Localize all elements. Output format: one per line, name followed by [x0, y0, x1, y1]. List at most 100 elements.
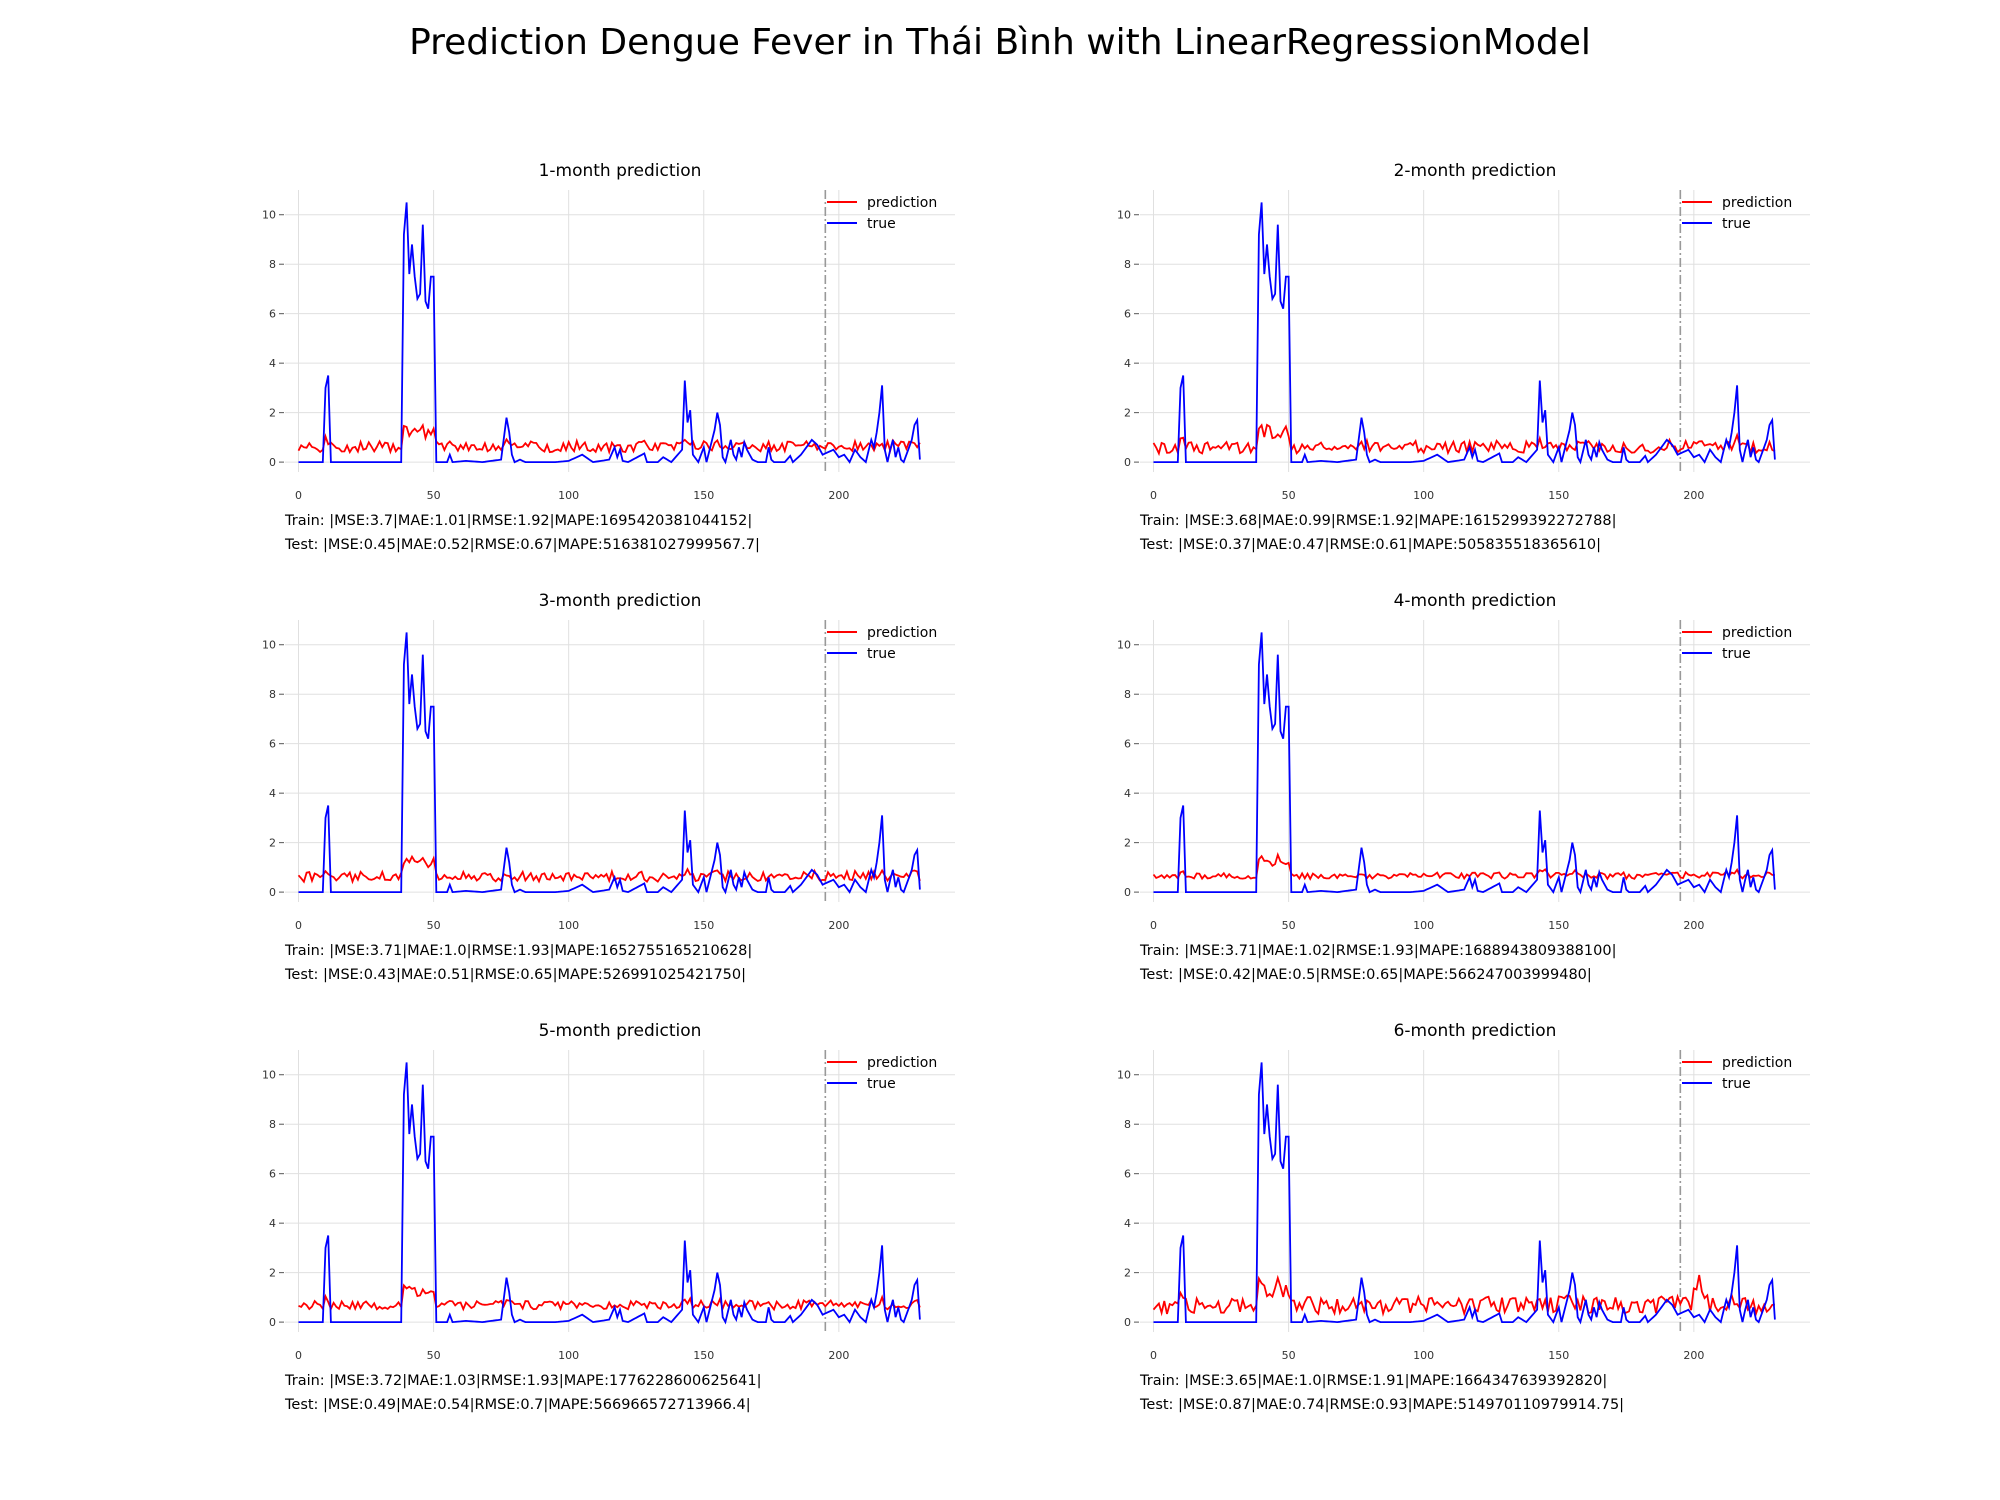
x-tick-label: 150: [1548, 489, 1569, 502]
x-tick-label: 100: [558, 919, 579, 932]
y-tick-label: 6: [269, 308, 276, 321]
prediction-line: [297, 422, 921, 456]
y-tick-label: 2: [1124, 407, 1131, 420]
x-tick-label: 100: [1413, 919, 1434, 932]
x-tick-label: 0: [1150, 919, 1157, 932]
y-tick-label: 0: [269, 886, 276, 899]
legend-label-true: true: [1722, 1076, 1751, 1092]
subplot-title: 3-month prediction: [539, 591, 702, 611]
y-tick-label: 10: [262, 209, 276, 222]
legend-label-true: true: [867, 1076, 896, 1092]
true-line: [298, 202, 921, 465]
x-tick-label: 0: [1150, 489, 1157, 502]
x-tick-label: 200: [828, 919, 849, 932]
y-tick-label: 2: [1124, 1267, 1131, 1280]
y-tick-label: 6: [269, 1168, 276, 1181]
x-tick-label: 150: [693, 1349, 714, 1362]
test-metrics: Test: |MSE:0.42|MAE:0.5|RMSE:0.65|MAPE:5…: [1140, 967, 1592, 983]
x-tick-label: 150: [1548, 1349, 1569, 1362]
subplot-6-month: 6-month prediction 0 2 4 6 8 10 0 50 100 150 200 pre…: [1055, 1010, 1955, 1430]
x-tick-label: 50: [427, 919, 441, 932]
y-tick-label: 8: [269, 688, 276, 701]
y-tick-label: 0: [269, 456, 276, 469]
legend-label-prediction: prediction: [1722, 625, 1792, 641]
test-metrics: Test: |MSE:0.49|MAE:0.54|RMSE:0.7|MAPE:5…: [285, 1397, 751, 1413]
train-metrics: Train: |MSE:3.65|MAE:1.0|RMSE:1.91|MAPE:…: [1140, 1373, 1608, 1389]
test-metrics: Test: |MSE:0.37|MAE:0.47|RMSE:0.61|MAPE:…: [1140, 537, 1602, 553]
true-line: [1153, 632, 1776, 895]
y-tick-label: 4: [1124, 1217, 1131, 1230]
subplot-title: 1-month prediction: [539, 161, 702, 181]
y-tick-label: 2: [269, 407, 276, 420]
y-tick-label: 6: [1124, 308, 1131, 321]
x-tick-label: 200: [828, 489, 849, 502]
x-tick-label: 50: [1282, 489, 1296, 502]
subplot-1-month: 1-month prediction 0 2 4 6 8 10 0 50 100 150 200 pre…: [200, 150, 1100, 570]
y-tick-label: 0: [1124, 1316, 1131, 1329]
prediction-line: [1152, 852, 1775, 881]
train-metrics: Train: |MSE:3.68|MAE:0.99|RMSE:1.92|MAPE…: [1140, 513, 1617, 529]
y-tick-label: 2: [1124, 837, 1131, 850]
y-tick-label: 0: [269, 1316, 276, 1329]
y-tick-label: 6: [1124, 1168, 1131, 1181]
subplot-title: 6-month prediction: [1394, 1021, 1557, 1041]
x-tick-label: 150: [1548, 919, 1569, 932]
x-tick-label: 50: [1282, 919, 1296, 932]
x-tick-label: 100: [1413, 1349, 1434, 1362]
legend-label-true: true: [867, 216, 896, 232]
x-tick-label: 200: [1683, 489, 1704, 502]
x-tick-label: 50: [427, 489, 441, 502]
legend-label-true: true: [867, 646, 896, 662]
subplot-title: 2-month prediction: [1394, 161, 1557, 181]
y-tick-label: 10: [1117, 639, 1131, 652]
subplot-title: 4-month prediction: [1394, 591, 1557, 611]
train-metrics: Train: |MSE:3.71|MAE:1.02|RMSE:1.93|MAPE…: [1140, 943, 1617, 959]
true-line: [298, 1062, 921, 1325]
y-tick-label: 8: [1124, 258, 1131, 271]
y-tick-label: 4: [269, 357, 276, 370]
y-tick-label: 10: [262, 1069, 276, 1082]
legend-label-prediction: prediction: [867, 625, 937, 641]
subplot-4-month: 4-month prediction 0 2 4 6 8 10 0 50 100 150 200 pre…: [1055, 580, 1955, 1000]
prediction-line: [298, 1283, 921, 1312]
y-tick-label: 4: [1124, 787, 1131, 800]
legend-label-true: true: [1722, 216, 1751, 232]
y-tick-label: 2: [269, 1267, 276, 1280]
legend-label-prediction: prediction: [1722, 195, 1792, 211]
x-tick-label: 200: [828, 1349, 849, 1362]
y-tick-label: 10: [262, 639, 276, 652]
y-tick-label: 8: [269, 258, 276, 271]
subplot-3-month: 3-month prediction 0 2 4 6 8 10 0 50 100 150 200 pre…: [200, 580, 1100, 1000]
legend-label-prediction: prediction: [867, 1055, 937, 1071]
train-metrics: Train: |MSE:3.72|MAE:1.03|RMSE:1.93|MAPE…: [285, 1373, 762, 1389]
y-tick-label: 6: [269, 738, 276, 751]
y-tick-label: 8: [1124, 688, 1131, 701]
true-line: [1153, 1062, 1776, 1325]
x-tick-label: 100: [558, 489, 579, 502]
subplot-2-month: 2-month prediction 0 2 4 6 8 10 0 50 100 150 200 pre…: [1055, 150, 1955, 570]
y-tick-label: 10: [1117, 209, 1131, 222]
figure-title: Prediction Dengue Fever in Thái Bình wit…: [409, 22, 1591, 63]
y-tick-label: 2: [269, 837, 276, 850]
train-metrics: Train: |MSE:3.7|MAE:1.01|RMSE:1.92|MAPE:…: [285, 513, 753, 529]
x-tick-label: 200: [1683, 1349, 1704, 1362]
x-tick-label: 200: [1683, 919, 1704, 932]
train-metrics: Train: |MSE:3.71|MAE:1.0|RMSE:1.93|MAPE:…: [285, 943, 753, 959]
y-tick-label: 0: [1124, 456, 1131, 469]
y-tick-label: 8: [1124, 1118, 1131, 1131]
x-tick-label: 100: [558, 1349, 579, 1362]
prediction-line: [1152, 1274, 1776, 1318]
subplot-title: 5-month prediction: [539, 1021, 702, 1041]
y-tick-label: 4: [1124, 357, 1131, 370]
y-tick-label: 4: [269, 787, 276, 800]
legend-label-prediction: prediction: [1722, 1055, 1792, 1071]
x-tick-label: 0: [295, 1349, 302, 1362]
true-line: [298, 632, 921, 895]
legend-label-true: true: [1722, 646, 1751, 662]
y-tick-label: 4: [269, 1217, 276, 1230]
x-tick-label: 100: [1413, 489, 1434, 502]
y-tick-label: 8: [269, 1118, 276, 1131]
